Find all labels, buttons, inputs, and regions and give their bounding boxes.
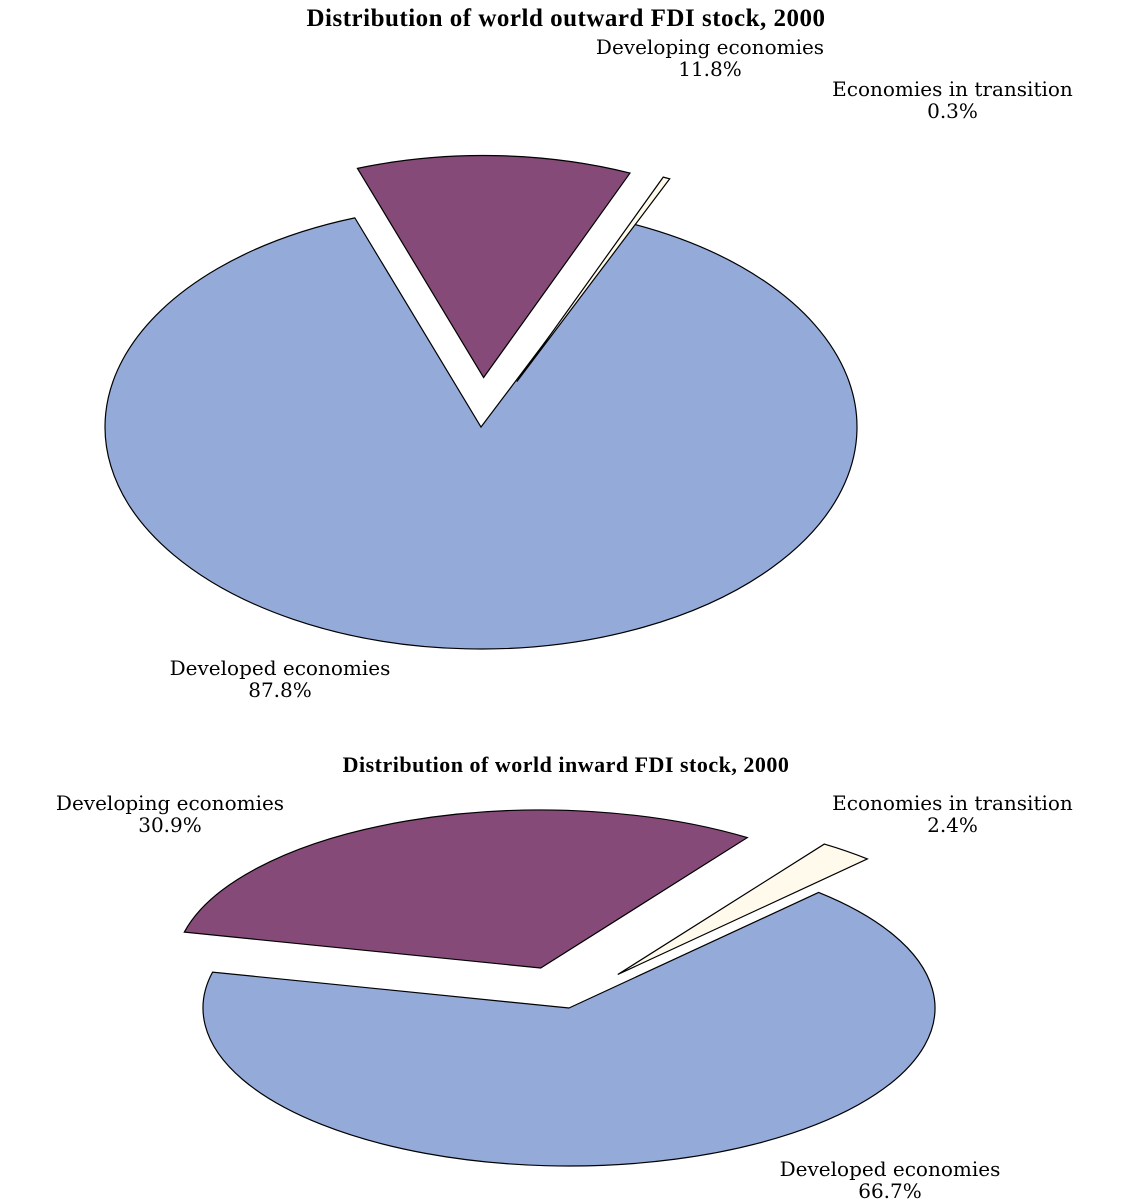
pie-slice-inward-developing-economies (183, 809, 749, 969)
slice-value-text: 87.8% (248, 678, 312, 702)
chart-title-inward: Distribution of world inward FDI stock, … (342, 752, 790, 777)
slice-value-text: 0.3% (927, 99, 978, 123)
slice-value-text: 66.7% (858, 1179, 922, 1203)
pie-slice-inward-economies-in-transition (617, 843, 869, 976)
slice-label-inward-transition: Economies in transition 2.4% (780, 792, 1125, 836)
chart-title-outward: Distribution of world outward FDI stock,… (306, 5, 826, 32)
slice-label-text: Developed economies (779, 1157, 1001, 1181)
slice-value-text: 30.9% (138, 813, 202, 837)
pie-slice-outward-developed-economies (104, 217, 858, 650)
slice-label-text: Economies in transition (832, 791, 1073, 815)
slice-label-outward-transition: Economies in transition 0.3% (780, 78, 1125, 122)
slice-label-text: Developing economies (55, 791, 285, 815)
slice-label-outward-developed: Developed economies 87.8% (115, 657, 445, 701)
slice-label-text: Developed economies (169, 656, 391, 680)
pie-slice-outward-economies-in-transition (516, 176, 671, 382)
slice-label-inward-developing: Developing economies 30.9% (5, 792, 335, 836)
slice-value-text: 2.4% (927, 813, 978, 837)
slice-label-text: Developing economies (595, 35, 825, 59)
slice-label-outward-developing: Developing economies 11.8% (545, 36, 875, 80)
slice-value-text: 11.8% (678, 57, 742, 81)
pie-slice-inward-developed-economies (202, 891, 936, 1167)
slice-label-inward-developed: Developed economies 66.7% (725, 1158, 1055, 1202)
slice-label-text: Economies in transition (832, 77, 1073, 101)
pie-slice-outward-developing-economies (356, 154, 632, 379)
